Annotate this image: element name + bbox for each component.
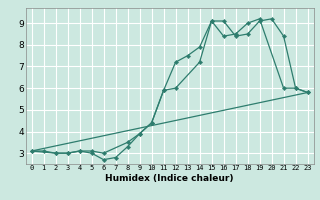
X-axis label: Humidex (Indice chaleur): Humidex (Indice chaleur) [105,174,234,183]
